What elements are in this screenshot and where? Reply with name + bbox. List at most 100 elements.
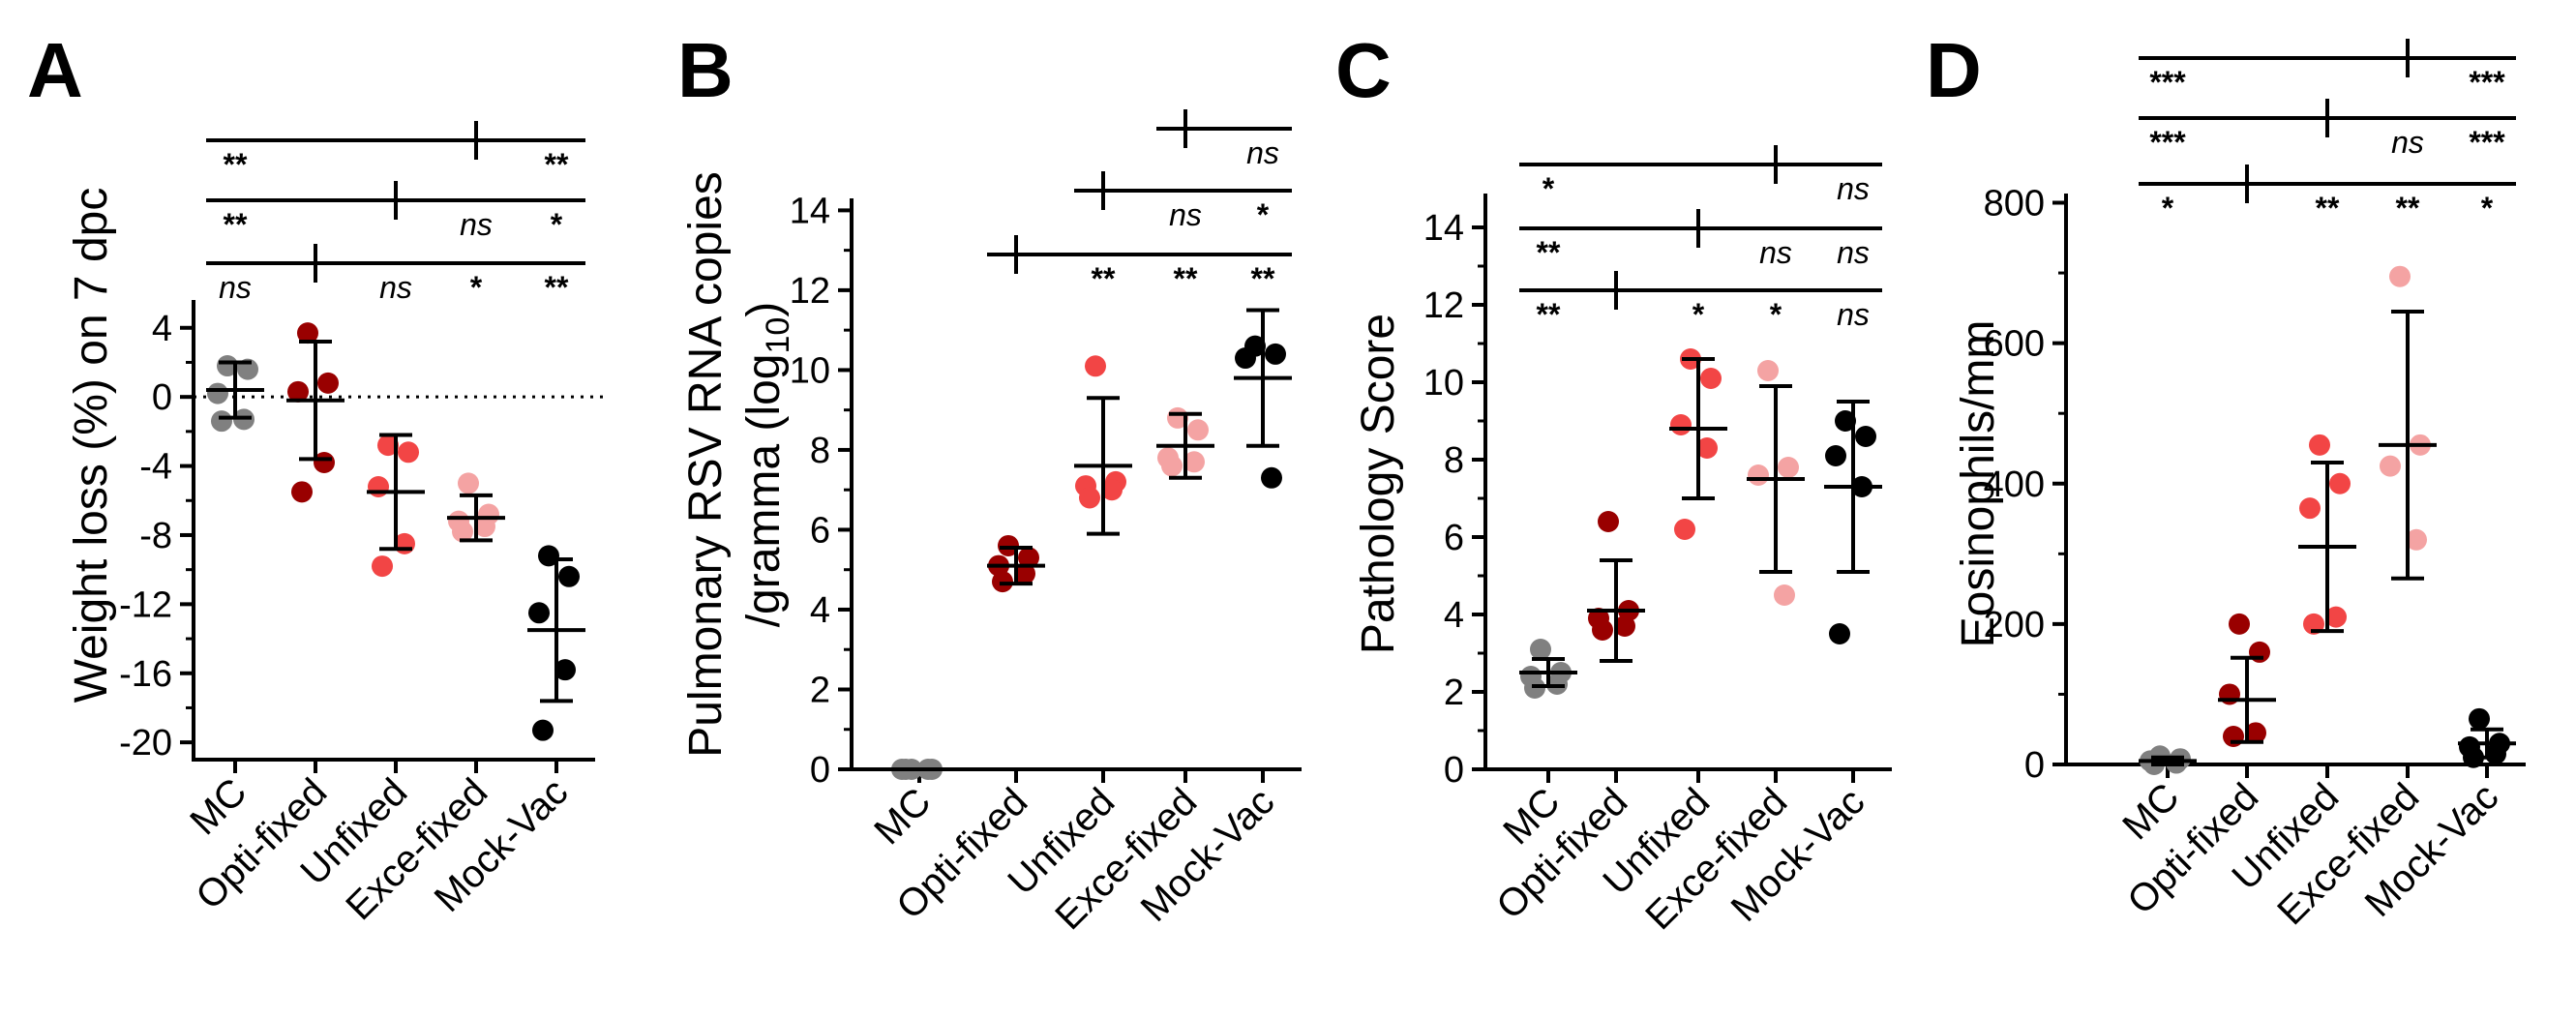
panel-d-y-tick-label: 600: [1984, 324, 2045, 365]
panel-b-point-opti-fixed: [992, 571, 1013, 593]
panel-d-significance-label: **: [2316, 191, 2340, 225]
panel-d-point-opti-fixed: [2245, 722, 2266, 744]
panel-d-plot: 0200400600800MCOpti-fixedUnfixedExce-fix…: [1984, 39, 2526, 933]
panel-a-significance-label: *: [551, 207, 563, 242]
panel-d-point-exce-fixed: [2380, 455, 2401, 477]
panel-b-significance-label: **: [1251, 261, 1275, 296]
panel-c-significance-label: *: [1770, 297, 1782, 332]
panel-d: D Eosinophils/mm 0200400600800MCOpti-fix…: [1926, 27, 2526, 933]
panel-a-significance-label: *: [470, 270, 483, 305]
panel-a-point-mc: [211, 410, 232, 433]
panel-c-point-unfixed: [1674, 519, 1695, 540]
panel-a-point-mock-vac: [528, 602, 550, 624]
panel-c-point-exce-fixed: [1757, 360, 1779, 381]
panel-c-significance-label: ns: [1759, 235, 1792, 270]
panel-a-point-mock-vac: [558, 565, 580, 587]
panel-c-plot: 02468101214MCOpti-fixedUnfixedExce-fixed…: [1423, 145, 1892, 938]
panel-d-y-tick-label: 200: [1984, 605, 2045, 645]
panel-c-significance-label: ns: [1837, 297, 1870, 332]
panel-c-significance-label: *: [1543, 171, 1555, 206]
panel-b-point-mock-vac: [1261, 466, 1282, 489]
panel-d-y-tick-label: 400: [1984, 464, 2045, 505]
panel-b-y-tick-label: 4: [810, 590, 830, 631]
panel-a-significance-label: **: [224, 207, 248, 242]
panel-b-point-unfixed: [1085, 355, 1106, 377]
panel-a-significance-label: ns: [379, 270, 412, 305]
panel-b-ylabel-prefix: /gramma (log: [738, 354, 790, 628]
panel-d-significance-label: ***: [2149, 65, 2186, 100]
panel-c-y-tick-label: 6: [1444, 518, 1464, 558]
panel-d-point-unfixed: [2309, 434, 2330, 456]
panel-a-significance-label: ns: [219, 270, 252, 305]
panel-d-significance-label: ***: [2149, 125, 2186, 160]
panel-b-y-tick-label: 0: [810, 750, 830, 791]
panel-c-y-tick-label: 12: [1423, 285, 1464, 326]
panel-b-significance-label: **: [1174, 261, 1198, 296]
panel-d-point-unfixed: [2329, 472, 2351, 494]
panel-c-point-exce-fixed: [1774, 584, 1795, 606]
panel-c-y-tick-label: 0: [1444, 750, 1464, 791]
panel-d-y-axis-title: Eosinophils/mm: [1953, 320, 2004, 648]
panel-c-point-opti-fixed: [1614, 615, 1635, 637]
panel-c-y-axis-title: Pathology Score: [1353, 314, 1404, 654]
panel-c-letter: C: [1335, 27, 1392, 113]
panel-b-y-tick-label: 14: [790, 191, 830, 231]
panel-b-point-opti-fixed: [1018, 547, 1039, 569]
panel-a-point-mock-vac: [554, 659, 576, 681]
panel-b-ylabel-suffix: ): [738, 302, 790, 317]
panel-b-significance-label: **: [1092, 261, 1116, 296]
panel-b-y-tick-label: 2: [810, 670, 830, 710]
panel-a: A Weight loss (%) on 7 dpc 4 0 -4 -8 -12 -16 -…: [27, 27, 605, 928]
panel-c-point-unfixed: [1700, 368, 1722, 389]
panel-d-point-mock-vac: [2469, 707, 2490, 730]
panel-c-y-tick-label: 8: [1444, 440, 1464, 481]
panel-c-point-mock-vac: [1829, 623, 1850, 644]
panel-a-y-tick-label: 4: [152, 309, 172, 349]
panel-a-letter: A: [27, 27, 83, 113]
panel-b-y-axis-title-line2: /gramma (log10): [738, 302, 796, 628]
panel-c: C Pathology Score 02468101214MCOpti-fixe…: [1335, 27, 1892, 938]
panel-a-y-tick-label: -16: [119, 654, 172, 695]
panel-b-point-exce-fixed: [1183, 451, 1205, 473]
panel-a-point-opti-fixed: [297, 322, 318, 344]
panel-a-point-exce-fixed: [458, 472, 479, 494]
panel-c-significance-label: ns: [1837, 235, 1870, 270]
panel-c-point-mock-vac: [1835, 410, 1856, 432]
panel-d-y-tick-label: 0: [2024, 745, 2045, 786]
panel-a-point-mc: [207, 382, 228, 404]
panel-a-point-opti-fixed: [291, 481, 313, 503]
panel-b-point-unfixed: [1079, 487, 1100, 509]
panel-a-significance-label: ns: [460, 207, 493, 242]
panel-c-point-exce-fixed: [1748, 464, 1769, 486]
panel-b-y-axis-title-line1: Pulmonary RSV RNA copies: [680, 171, 732, 758]
panel-a-point-opti-fixed: [317, 372, 339, 394]
panel-c-y-tick-label: 2: [1444, 673, 1464, 713]
panel-c-point-mock-vac: [1825, 445, 1846, 466]
panel-c-significance-label: ns: [1837, 171, 1870, 206]
panel-d-point-unfixed: [2299, 497, 2321, 520]
panel-d-significance-label: *: [2162, 191, 2174, 225]
panel-c-point-opti-fixed: [1598, 511, 1619, 532]
panel-b-point-opti-fixed: [1014, 562, 1035, 584]
panel-b-point-exce-fixed: [1161, 455, 1183, 477]
panel-d-point-exce-fixed: [2389, 265, 2411, 287]
panel-a-point-unfixed: [377, 434, 399, 457]
panel-a-y-tick-label: -8: [139, 516, 172, 556]
panel-c-y-tick-label: 14: [1423, 208, 1464, 249]
panel-b-significance-label: ns: [1246, 135, 1279, 170]
panel-d-letter: D: [1926, 27, 1982, 113]
panel-d-significance-label: ns: [2391, 125, 2424, 160]
panel-c-point-mock-vac: [1855, 426, 1876, 447]
panel-b-point-unfixed: [1101, 479, 1123, 501]
panel-d-y-tick-label: 800: [1984, 184, 2045, 225]
panel-a-y-tick-label: -12: [119, 584, 172, 625]
panel-c-significance-label: *: [1692, 297, 1705, 332]
panel-c-y-tick-label: 4: [1444, 595, 1464, 636]
panel-a-significance-label: **: [545, 270, 569, 305]
panel-d-significance-label: ***: [2469, 125, 2505, 160]
panel-c-significance-label: **: [1537, 235, 1561, 270]
panel-b-letter: B: [677, 27, 734, 113]
panel-c-significance-label: **: [1537, 297, 1561, 332]
panel-a-y-tick-label: -20: [119, 723, 172, 764]
